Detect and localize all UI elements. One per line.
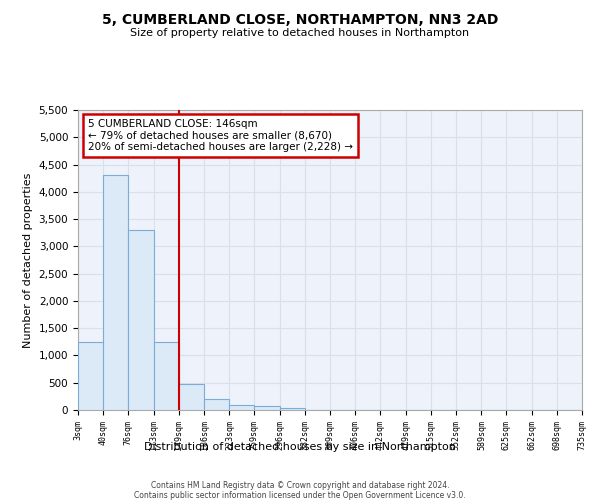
Text: Size of property relative to detached houses in Northampton: Size of property relative to detached ho… xyxy=(130,28,470,38)
Text: Contains HM Land Registry data © Crown copyright and database right 2024.: Contains HM Land Registry data © Crown c… xyxy=(151,481,449,490)
Y-axis label: Number of detached properties: Number of detached properties xyxy=(23,172,33,348)
Bar xyxy=(103,176,128,410)
Bar xyxy=(280,408,305,410)
Text: Contains public sector information licensed under the Open Government Licence v3: Contains public sector information licen… xyxy=(134,491,466,500)
Bar xyxy=(229,406,254,410)
Text: 5, CUMBERLAND CLOSE, NORTHAMPTON, NN3 2AD: 5, CUMBERLAND CLOSE, NORTHAMPTON, NN3 2A… xyxy=(102,12,498,26)
Bar xyxy=(78,342,103,410)
Bar xyxy=(204,399,229,410)
Bar xyxy=(254,406,280,410)
Bar xyxy=(128,230,154,410)
Bar xyxy=(179,384,204,410)
Text: 5 CUMBERLAND CLOSE: 146sqm
← 79% of detached houses are smaller (8,670)
20% of s: 5 CUMBERLAND CLOSE: 146sqm ← 79% of deta… xyxy=(88,119,353,152)
Bar xyxy=(154,342,179,410)
Text: Distribution of detached houses by size in Northampton: Distribution of detached houses by size … xyxy=(144,442,456,452)
